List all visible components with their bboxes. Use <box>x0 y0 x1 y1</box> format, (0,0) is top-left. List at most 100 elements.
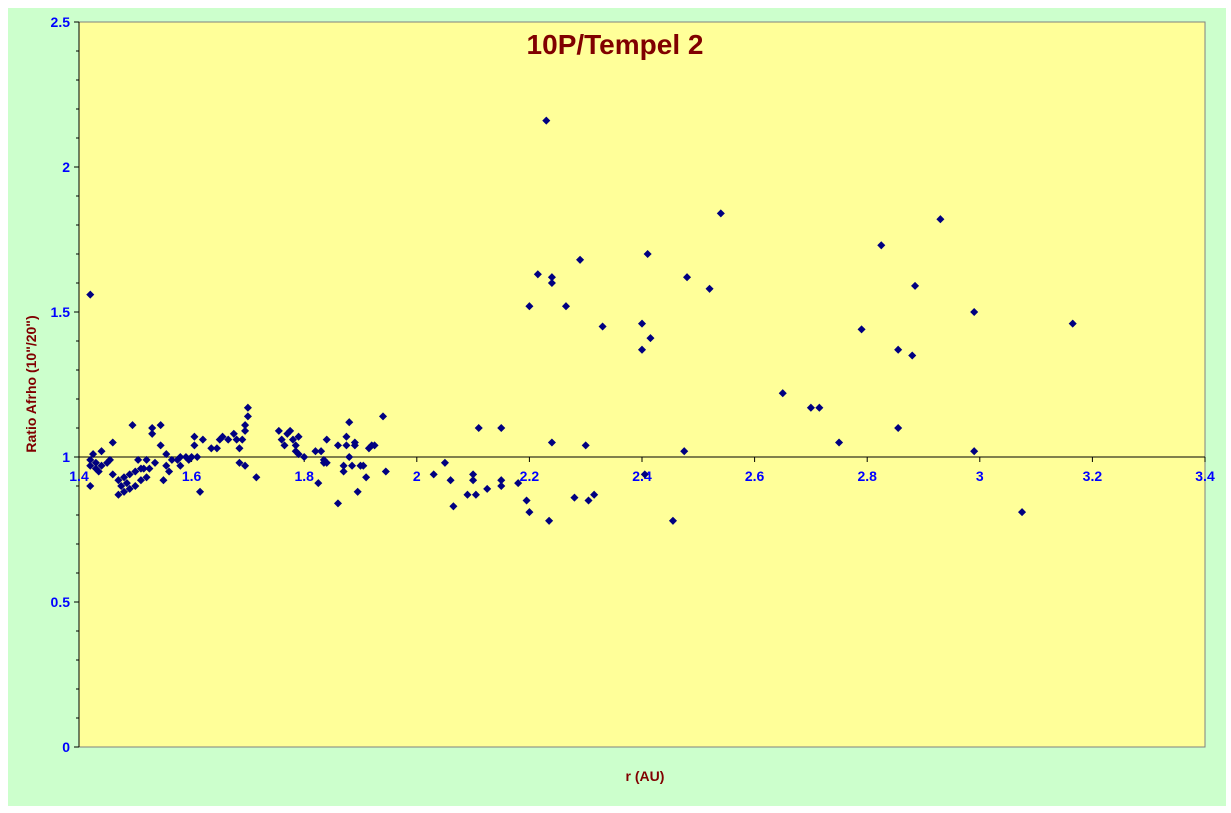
data-point <box>125 484 134 493</box>
data-point <box>97 461 106 470</box>
data-point <box>114 476 123 485</box>
data-point <box>300 452 309 462</box>
y-axis: 0 0.5 1 1.5 2 2.5 <box>51 14 80 755</box>
data-point <box>370 441 379 450</box>
data-point <box>120 473 129 482</box>
x-tick-label: 2.8 <box>857 468 877 484</box>
data-point <box>241 461 250 470</box>
data-point <box>142 473 151 482</box>
data-point <box>176 452 185 462</box>
data-point <box>134 455 143 464</box>
data-point <box>668 516 677 525</box>
data-point <box>224 435 233 444</box>
data-point <box>114 490 123 499</box>
data-point <box>643 249 652 259</box>
data-point <box>131 467 140 476</box>
data-point <box>193 452 202 462</box>
data-point <box>243 412 252 421</box>
data-point <box>381 467 390 476</box>
data-point <box>778 389 787 398</box>
data-point <box>362 473 371 482</box>
x-tick-label: 3.2 <box>1083 468 1103 484</box>
y-tick-label: 2.5 <box>51 14 71 30</box>
data-point <box>342 432 351 441</box>
data-point <box>345 418 354 427</box>
data-point <box>911 281 920 290</box>
data-point <box>280 441 289 450</box>
data-point <box>311 447 320 456</box>
data-point <box>561 302 571 311</box>
data-point <box>288 435 297 444</box>
data-point <box>252 473 261 482</box>
x-axis: 1.4 1.6 1.8 2 2.2 2.4 2.6 2.8 3 3.2 3.4 <box>69 456 1215 484</box>
data-point <box>91 458 100 467</box>
data-point <box>105 455 114 464</box>
data-point <box>108 438 117 447</box>
data-point <box>86 481 95 491</box>
data-point <box>640 470 649 479</box>
data-point <box>350 441 359 450</box>
chart-area: 10P/Tempel 2 0 0.5 1 1.5 2 2.5 1.4 1.6 1.8 2 2.2 2… <box>8 8 1226 806</box>
data-point <box>533 270 542 279</box>
y-tick-label: 1.5 <box>51 304 71 320</box>
x-tick-label: 1.8 <box>294 468 314 484</box>
data-point <box>97 447 106 456</box>
data-point <box>525 302 534 311</box>
data-point <box>86 290 95 299</box>
x-tick-label: 3 <box>976 468 984 484</box>
data-point <box>243 403 252 412</box>
data-point <box>584 496 593 505</box>
data-point <box>522 496 531 505</box>
data-point <box>241 426 250 435</box>
data-point <box>547 278 556 288</box>
data-point <box>167 455 176 464</box>
data-point <box>322 458 331 467</box>
data-point <box>212 444 221 453</box>
x-tick-label: 2.2 <box>520 468 540 484</box>
data-point <box>598 322 607 331</box>
data-point <box>581 441 590 450</box>
data-point <box>235 444 244 453</box>
x-tick-label: 1.6 <box>182 468 202 484</box>
data-point <box>547 438 556 447</box>
data-point <box>207 444 216 453</box>
data-point <box>359 461 368 470</box>
data-point <box>1068 319 1077 328</box>
data-point <box>378 412 388 421</box>
data-point <box>232 435 241 444</box>
x-tick-label: 2.4 <box>632 468 652 484</box>
data-point <box>1017 508 1027 517</box>
data-point <box>342 441 351 450</box>
data-point <box>156 441 165 450</box>
data-point <box>446 476 455 485</box>
chart-title: 10P/Tempel 2 <box>527 29 704 60</box>
data-point <box>176 461 185 470</box>
data-point <box>159 476 168 485</box>
data-point <box>333 441 343 450</box>
scatter-chart: 10P/Tempel 2 0 0.5 1 1.5 2 2.5 1.4 1.6 1.8 2 2.2 2… <box>23 14 1215 784</box>
data-point <box>576 255 585 264</box>
data-point <box>894 345 903 354</box>
data-point <box>274 426 283 435</box>
x-tick-label: 1.4 <box>69 468 89 484</box>
data-point <box>590 490 599 499</box>
data-point <box>353 487 362 496</box>
data-point <box>165 467 174 476</box>
data-point <box>150 458 160 467</box>
data-point <box>117 481 126 491</box>
data-point <box>241 421 250 430</box>
data-point <box>142 455 151 464</box>
data-point <box>542 116 551 125</box>
data-point <box>440 458 449 467</box>
y-tick-label: 0.5 <box>51 594 71 610</box>
data-point <box>345 452 354 462</box>
data-point <box>333 499 343 508</box>
data-point <box>429 470 438 479</box>
data-point <box>474 423 483 433</box>
data-point <box>89 450 98 459</box>
data-point <box>894 423 903 433</box>
data-point <box>683 273 692 282</box>
y-tick-label: 1 <box>62 449 70 465</box>
data-point <box>339 467 348 476</box>
data-point <box>277 435 286 444</box>
